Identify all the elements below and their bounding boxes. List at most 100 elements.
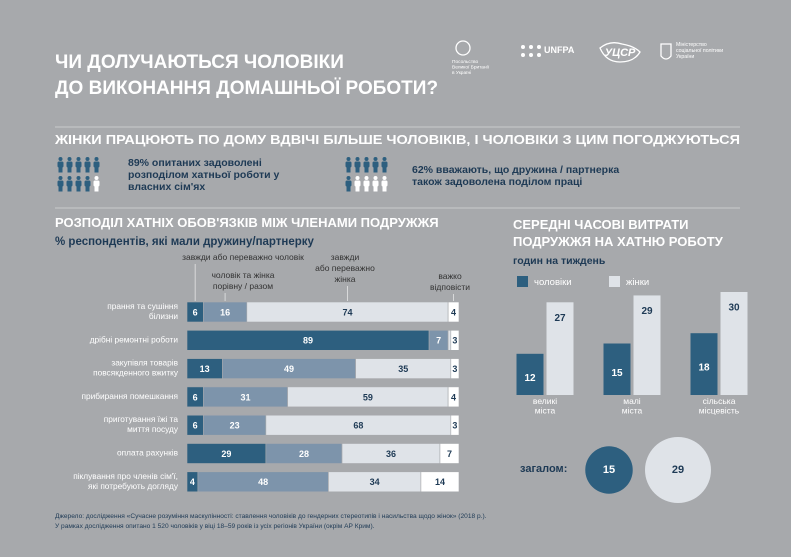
bar: [603, 343, 631, 395]
total-value: 15: [603, 464, 615, 476]
person-body: [57, 161, 64, 168]
person-legs: [382, 167, 387, 173]
person-legs: [382, 186, 387, 192]
bar-label: 68: [353, 421, 363, 431]
person-body: [75, 180, 82, 187]
person-legs: [364, 186, 369, 192]
person-body: [93, 180, 100, 187]
bar-label: 74: [342, 307, 352, 317]
category-label: сільська місцевість: [699, 396, 740, 416]
bar-label: 4: [451, 307, 456, 317]
person-icon: [93, 176, 100, 192]
person-legs: [346, 186, 351, 192]
person-legs: [373, 186, 378, 192]
bar-label: 34: [370, 477, 380, 487]
person-icon: [354, 157, 361, 173]
legend-label: завжди або переважно жінка: [315, 252, 375, 284]
page-title: ЧИ ДОЛУЧАЮТЬСЯ ЧОЛОВІКИ ДО ВИКОНАННЯ ДОМА…: [55, 52, 438, 99]
chart-subtitle: годин на тиждень: [513, 255, 606, 267]
person-icon: [345, 176, 352, 192]
chart-title: РОЗПОДІЛ ХАТНІХ ОБОВ'ЯЗКІВ МІЖ ЧЛЕНАМИ П…: [55, 215, 439, 230]
chart-subtitle: % респондентів, які мали дружину/партнер…: [55, 236, 315, 248]
bar-label: 36: [386, 449, 396, 459]
total-value: 29: [672, 464, 684, 476]
category-label: прибирання помешкання: [82, 391, 178, 401]
legend-label: чоловіки: [534, 277, 572, 288]
person-legs: [76, 186, 81, 192]
person-head: [94, 157, 99, 161]
total-label: загалом:: [520, 463, 567, 475]
person-head: [67, 157, 72, 161]
person-icon: [345, 157, 352, 173]
person-head: [355, 176, 360, 180]
stat-text: 89% опитаних задоволені розподілом хатньо…: [128, 157, 279, 193]
person-legs: [67, 167, 72, 173]
person-head: [364, 176, 369, 180]
person-body: [66, 161, 73, 168]
bar-segment: [450, 358, 460, 379]
person-head: [67, 176, 72, 180]
stat-text: 62% вважають, що дружина / партнерка тако…: [412, 164, 619, 188]
bar-label: 7: [447, 449, 452, 459]
bar: [516, 353, 544, 395]
bar-label: 23: [230, 421, 240, 431]
legend-swatch: [609, 276, 620, 287]
trident-icon: [660, 43, 672, 60]
bar-segment: [439, 443, 460, 464]
person-body: [354, 180, 361, 187]
person-legs: [355, 186, 360, 192]
bar-label: 13: [200, 364, 210, 374]
un-icon: [521, 45, 541, 57]
person-icon: [381, 176, 388, 192]
bar: [720, 292, 748, 395]
ucsr-icon: [599, 42, 641, 63]
bar-segment: [450, 329, 460, 351]
person-body: [372, 180, 379, 187]
legend-label: важко відповісти: [430, 271, 470, 292]
source-note: Джерело: дослідження «Сучасне розуміння …: [55, 512, 487, 530]
person-legs: [346, 167, 351, 173]
logo-text: УЦСР: [605, 47, 636, 59]
bar-label: 29: [641, 306, 653, 317]
bar-segment: [447, 329, 452, 351]
bar-label: 49: [284, 364, 294, 374]
bar-label: 3: [452, 421, 457, 431]
logo-icons: [455, 40, 672, 63]
person-icon: [354, 176, 361, 192]
person-head: [94, 176, 99, 180]
person-legs: [94, 186, 99, 192]
person-icon: [84, 176, 91, 192]
person-body: [381, 180, 388, 187]
person-icon: [93, 157, 100, 173]
category-label: прання та сушіння білизни: [107, 301, 178, 321]
person-head: [85, 157, 90, 161]
category-label: оплата рахунків: [117, 448, 179, 458]
person-body: [84, 161, 91, 168]
person-legs: [85, 167, 90, 173]
bar-label: 89: [303, 336, 313, 346]
total-bubble: [585, 446, 633, 494]
person-head: [346, 157, 351, 161]
bar-label: 16: [220, 307, 230, 317]
headline: ЖІНКИ ПРАЦЮЮТЬ ПО ДОМУ ВДВІЧІ БІЛЬШЕ ЧОЛ…: [54, 132, 740, 147]
bar-label: 3: [452, 364, 457, 374]
person-head: [76, 176, 81, 180]
person-legs: [364, 167, 369, 173]
person-head: [382, 176, 387, 180]
bar-label: 4: [451, 392, 456, 402]
bar-label: 27: [554, 313, 566, 324]
legend-label: жінки: [626, 277, 649, 288]
person-icon: [66, 176, 73, 192]
legend-swatch: [517, 276, 528, 287]
bar-label: 28: [299, 449, 309, 459]
person-body: [75, 161, 82, 168]
person-body: [93, 161, 100, 168]
bar-label: 3: [452, 336, 457, 346]
person-legs: [76, 167, 81, 173]
category-label: великі міста: [533, 396, 557, 416]
person-body: [57, 180, 64, 187]
bar-segment: [420, 471, 460, 493]
bar: [546, 302, 574, 395]
bar-segment: [450, 414, 460, 436]
person-body: [381, 161, 388, 168]
